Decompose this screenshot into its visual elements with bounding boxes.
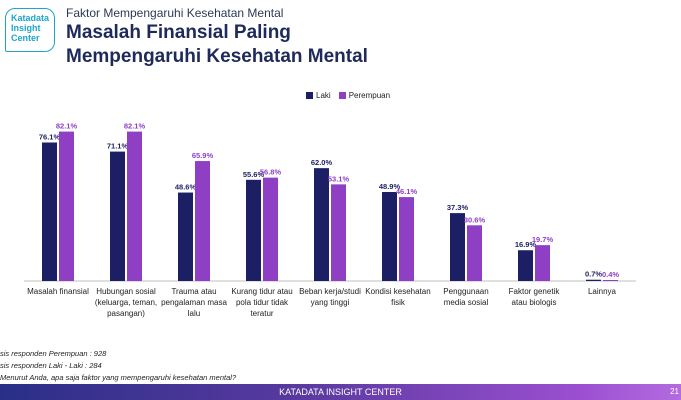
bar-laki-4 — [314, 168, 329, 281]
data-label-laki-3: 55.6% — [243, 170, 265, 179]
bar-perempuan-7 — [535, 245, 550, 281]
bar-perempuan-2 — [195, 161, 210, 281]
bar-laki-2 — [178, 192, 193, 281]
legend-item-laki: Laki — [306, 91, 331, 100]
footer-bar: KATADATA INSIGHT CENTER — [0, 384, 681, 400]
data-label-perempuan-6: 30.6% — [464, 215, 486, 224]
bar-perempuan-1 — [127, 131, 142, 281]
data-label-laki-1: 71.1% — [107, 142, 129, 151]
chart-notes: sis responden Perempuan : 928 sis respon… — [0, 348, 236, 384]
note-respondents-male: sis responden Laki - Laki : 284 — [0, 361, 102, 370]
data-label-laki-6: 37.3% — [447, 203, 469, 212]
category-label-2-1: pengalaman masa — [161, 298, 227, 307]
page-number: 21 — [670, 387, 679, 396]
bar-laki-6 — [450, 213, 465, 281]
bar-chart: 76.1%82.1%Masalah finansial71.1%82.1%Hub… — [24, 122, 636, 318]
page-title-line-2: Mempengaruhi Kesehatan Mental — [66, 46, 368, 67]
category-label-8-0: Lainnya — [588, 287, 617, 296]
data-label-perempuan-0: 82.1% — [56, 122, 78, 131]
legend-label-laki: Laki — [316, 91, 331, 100]
bar-laki-1 — [110, 151, 125, 281]
bar-perempuan-0 — [59, 131, 74, 281]
legend-swatch-perempuan — [338, 92, 346, 99]
data-label-laki-4: 62.0% — [311, 158, 333, 167]
note-question: Menurut Anda, apa saja faktor yang mempe… — [0, 373, 237, 382]
data-label-laki-5: 48.9% — [379, 182, 401, 191]
legend-swatch-laki — [306, 92, 313, 99]
legend-label-perempuan: Perempuan — [348, 91, 391, 100]
data-label-perempuan-1: 82.1% — [124, 122, 146, 131]
category-label-1-1: (keluarga, teman, — [95, 298, 157, 307]
bar-perempuan-3 — [263, 177, 278, 281]
data-label-perempuan-2: 65.9% — [192, 151, 214, 160]
category-label-3-1: pola tidur tidak — [236, 298, 289, 307]
data-label-perempuan-5: 46.1% — [396, 187, 418, 196]
category-label-7-0: Faktor genetik — [509, 287, 561, 296]
bar-perempuan-4 — [331, 184, 346, 281]
category-label-3-0: Kurang tidur atau — [231, 287, 292, 296]
category-label-7-1: atau biologis — [512, 298, 557, 307]
category-label-5-1: fisik — [391, 298, 406, 307]
category-label-2-0: Trauma atau — [171, 287, 216, 296]
category-label-0-0: Masalah finansial — [27, 287, 89, 296]
category-label-4-0: Beban kerja/studi — [299, 287, 361, 296]
bar-perempuan-5 — [399, 197, 414, 281]
category-label-4-1: yang tinggi — [311, 298, 350, 307]
logo-text-1: Katadata — [11, 13, 50, 23]
chart-legend: Laki Perempuan — [306, 91, 390, 100]
category-label-6-0: Penggunaan — [443, 287, 488, 296]
bar-laki-5 — [382, 192, 397, 281]
logo-text-3: Center — [11, 33, 40, 43]
logo-text-2: Insight — [11, 23, 41, 33]
katadata-logo: Katadata Insight Center — [5, 8, 55, 52]
legend-item-perempuan: Perempuan — [338, 91, 391, 100]
bar-perempuan-8 — [603, 280, 618, 281]
page-subtitle: Faktor Mempengaruhi Kesehatan Mental — [66, 6, 284, 20]
category-label-6-1: media sosial — [444, 298, 489, 307]
category-label-5-0: Kondisi kesehatan — [365, 287, 430, 296]
bar-laki-3 — [246, 179, 261, 281]
data-label-perempuan-3: 56.8% — [260, 168, 282, 177]
bar-laki-0 — [42, 142, 57, 281]
data-label-laki-0: 76.1% — [39, 132, 61, 141]
page-title-line-1: Masalah Finansial Paling — [66, 22, 291, 43]
data-label-perempuan-8: 0.4% — [602, 270, 619, 279]
data-label-perempuan-4: 53.1% — [328, 174, 350, 183]
bar-perempuan-6 — [467, 225, 482, 281]
category-label-1-0: Hubungan sosial — [96, 287, 156, 296]
data-label-laki-8: 0.7% — [585, 270, 602, 279]
bar-laki-8 — [586, 279, 601, 281]
data-label-laki-2: 48.6% — [175, 183, 197, 192]
category-label-2-2: lalu — [188, 309, 200, 318]
data-label-laki-7: 16.9% — [515, 240, 537, 249]
page-title: Masalah Finansial Paling Mempengaruhi Ke… — [66, 21, 368, 69]
note-respondents-female: sis responden Perempuan : 928 — [0, 349, 107, 358]
category-label-3-2: teratur — [250, 309, 273, 318]
data-label-perempuan-7: 19.7% — [532, 235, 554, 244]
category-label-1-2: pasangan) — [107, 309, 145, 318]
bar-laki-7 — [518, 250, 533, 281]
